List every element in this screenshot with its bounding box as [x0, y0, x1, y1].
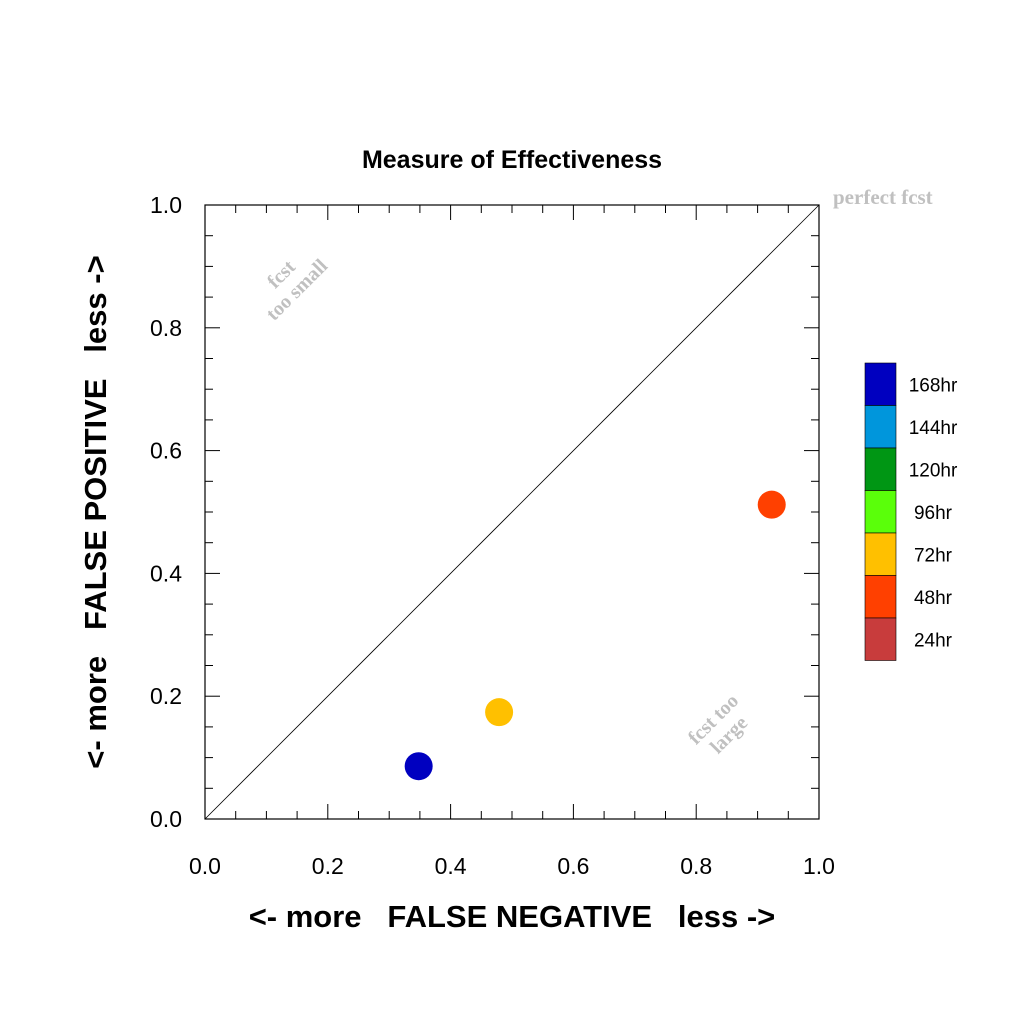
- y-tick-labels: 0.0 0.2 0.4 0.6 0.8 1.0: [150, 192, 182, 832]
- data-points: [404, 490, 786, 781]
- y-tick-label: 0.2: [150, 683, 182, 709]
- y-tick-label: 0.6: [150, 438, 182, 464]
- legend-label-48hr: 48hr: [914, 588, 953, 609]
- too-small-line2: too small: [262, 255, 332, 325]
- perfect-forecast-line: [204, 204, 820, 820]
- too-large-annotation: fcst too large: [684, 690, 752, 758]
- legend-swatch-168hr: [864, 362, 897, 406]
- y-tick-label: 0.4: [150, 560, 182, 586]
- legend-swatch-24hr: [864, 617, 897, 661]
- data-point-72hr: [485, 698, 514, 727]
- perfect-forecast-annotation: perfect fcst: [833, 185, 933, 209]
- legend-swatch-120hr: [864, 447, 897, 491]
- y-tick-label: 0.0: [150, 806, 182, 832]
- x-tick-label: 0.2: [312, 853, 344, 879]
- y-tick-label: 0.8: [150, 315, 182, 341]
- x-tick-label: 0.6: [557, 853, 589, 879]
- too-small-annotation: fcst too small: [262, 255, 332, 325]
- legend-swatch-144hr: [864, 405, 897, 449]
- legend-swatch-72hr: [864, 532, 897, 576]
- legend-label-96hr: 96hr: [914, 503, 953, 524]
- legend-swatch-48hr: [864, 575, 897, 619]
- chart-title: Measure of Effectiveness: [362, 146, 662, 174]
- x-tick-label: 1.0: [803, 853, 835, 879]
- legend-label-144hr: 144hr: [909, 418, 958, 439]
- legend: 168hr 144hr 120hr 96hr 72hr 48hr 24hr: [864, 362, 958, 661]
- x-tick-label: 0.4: [435, 853, 467, 879]
- x-tick-label: 0.0: [189, 853, 221, 879]
- data-point-48hr: [757, 490, 786, 519]
- legend-label-120hr: 120hr: [909, 460, 958, 481]
- legend-swatch-96hr: [864, 490, 897, 534]
- y-axis-label: <- more FALSE POSITIVE less ->: [78, 255, 113, 768]
- legend-label-24hr: 24hr: [914, 630, 953, 651]
- legend-label-72hr: 72hr: [914, 545, 953, 566]
- y-tick-label: 1.0: [150, 192, 182, 218]
- x-tick-labels: 0.0 0.2 0.4 0.6 0.8 1.0: [189, 853, 835, 879]
- x-tick-label: 0.8: [680, 853, 712, 879]
- legend-label-168hr: 168hr: [909, 375, 958, 396]
- axis-ticks: [204, 204, 820, 820]
- x-axis-label: <- more FALSE NEGATIVE less ->: [249, 899, 776, 934]
- data-point-168hr: [404, 752, 433, 781]
